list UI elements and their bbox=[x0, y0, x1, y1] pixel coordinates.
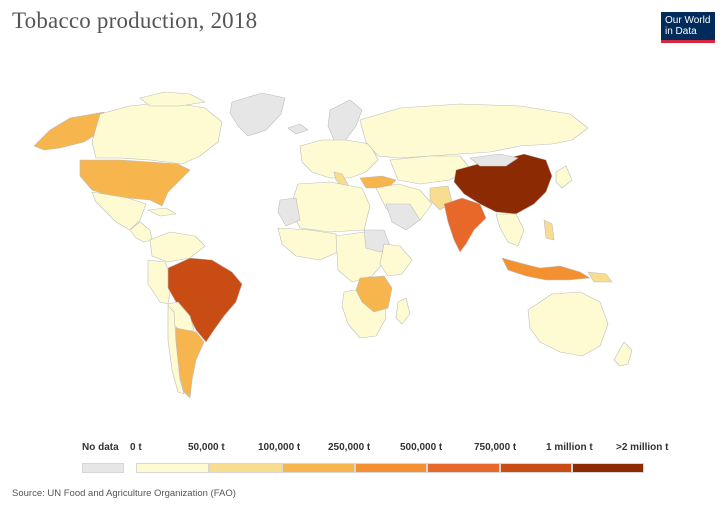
region-north-africa[interactable] bbox=[289, 181, 371, 233]
region-northern-south-america[interactable] bbox=[149, 231, 206, 263]
region-arctic-islands[interactable] bbox=[139, 91, 206, 107]
legend-label-2: 100,000 t bbox=[258, 442, 301, 453]
legend-swatch-1[interactable] bbox=[209, 463, 282, 473]
source-note: Source: UN Food and Agriculture Organiza… bbox=[12, 488, 236, 499]
legend-swatch-no-data[interactable] bbox=[82, 463, 124, 473]
region-canada[interactable] bbox=[91, 101, 223, 165]
legend-swatch-5[interactable] bbox=[500, 463, 572, 473]
region-western-sahara[interactable] bbox=[277, 197, 301, 227]
region-new-zealand[interactable] bbox=[613, 341, 633, 367]
legend-label-6: 1 million t bbox=[546, 442, 593, 453]
region-madagascar[interactable] bbox=[395, 297, 411, 325]
region-greenland[interactable] bbox=[229, 92, 286, 137]
region-zimbabwe-zambia[interactable] bbox=[355, 275, 393, 313]
region-turkey[interactable] bbox=[359, 175, 397, 189]
legend-swatch-4[interactable] bbox=[427, 463, 500, 473]
legend-swatch-2[interactable] bbox=[282, 463, 355, 473]
region-indonesia[interactable] bbox=[501, 257, 591, 281]
legend-swatch-3[interactable] bbox=[355, 463, 427, 473]
region-saudi-arabia[interactable] bbox=[385, 203, 421, 231]
chart-title: Tobacco production, 2018 bbox=[12, 8, 258, 33]
region-iceland[interactable] bbox=[287, 123, 309, 135]
region-caribbean[interactable] bbox=[147, 207, 177, 217]
legend-label-7: >2 million t bbox=[616, 442, 669, 453]
legend-label-1: 50,000 t bbox=[188, 442, 225, 453]
region-india[interactable] bbox=[443, 197, 487, 253]
legend-label-3: 250,000 t bbox=[328, 442, 371, 453]
logo-line-2: in Data bbox=[665, 26, 697, 37]
region-papua[interactable] bbox=[587, 271, 613, 283]
region-east-africa[interactable] bbox=[379, 243, 413, 277]
world-map bbox=[33, 91, 633, 399]
region-japan-korea[interactable] bbox=[555, 165, 573, 189]
region-southeast-asia[interactable] bbox=[495, 213, 525, 247]
region-russia[interactable] bbox=[359, 103, 589, 159]
legend: No data 0 t 50,000 t 100,000 t 250,000 t… bbox=[0, 438, 727, 478]
region-europe[interactable] bbox=[299, 139, 379, 179]
legend-label-0: 0 t bbox=[130, 442, 142, 453]
legend-swatch-6[interactable] bbox=[572, 463, 644, 473]
logo-line-1: Our World bbox=[665, 15, 711, 26]
region-scandinavia[interactable] bbox=[327, 99, 363, 143]
legend-swatch-0[interactable] bbox=[136, 463, 209, 473]
region-philippines[interactable] bbox=[543, 219, 555, 241]
owid-logo[interactable]: Our World in Data bbox=[661, 12, 715, 43]
region-australia[interactable] bbox=[527, 291, 609, 357]
region-west-africa[interactable] bbox=[277, 227, 339, 261]
legend-label-5: 750,000 t bbox=[474, 442, 517, 453]
region-chile[interactable] bbox=[167, 305, 185, 395]
legend-no-data-label: No data bbox=[82, 442, 119, 453]
region-mongolia[interactable] bbox=[469, 153, 519, 167]
legend-label-4: 500,000 t bbox=[400, 442, 443, 453]
